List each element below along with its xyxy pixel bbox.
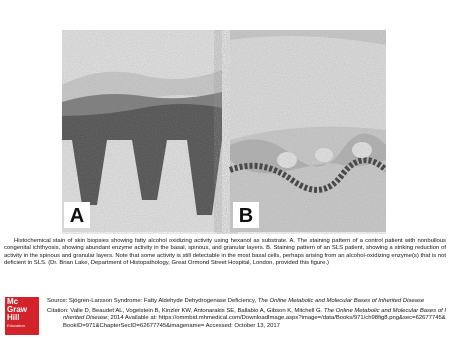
caption: Histochemical stain of skin biopsies sho…: [4, 238, 447, 267]
figure: A B: [62, 30, 386, 232]
logo-text: Hill: [7, 313, 20, 323]
panel-label: A: [70, 205, 84, 227]
citation: Citation: Valle D, Beaudet AL, Vogelstei…: [47, 308, 447, 330]
panel-label: B: [239, 205, 253, 227]
source-block: Source: Sjögren-Larsson Syndrome: Fatty …: [47, 298, 447, 333]
citation-suffix: ; 2014 Available at: https://ommbid.mhme…: [63, 315, 446, 329]
source-prefix: Source: Sjögren-Larsson Syndrome: Fatty …: [47, 298, 258, 304]
source-title: The Online Metabolic and Molecular Bases…: [257, 298, 425, 304]
citation-prefix: Citation: Valle D, Beaudet AL, Vogelstei…: [47, 308, 324, 315]
panel-a-image: A: [62, 30, 222, 232]
logo-text: Mc: [7, 297, 19, 306]
logo-text: Graw: [7, 305, 28, 315]
source: Source: Sjögren-Larsson Syndrome: Fatty …: [47, 298, 447, 305]
logo: Mc Graw Hill Education: [5, 297, 39, 335]
panel-b-image: B: [228, 30, 386, 232]
logo-text: Education: [7, 322, 25, 328]
citation-title: The Online Metabolic and Molecular Bases…: [63, 308, 447, 322]
